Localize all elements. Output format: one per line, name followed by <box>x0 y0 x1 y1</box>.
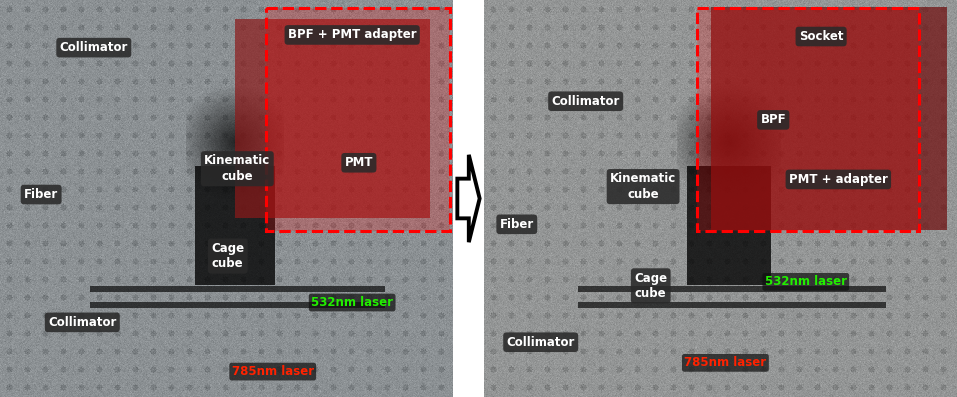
Text: BPF: BPF <box>761 114 786 126</box>
Text: Kinematic
cube: Kinematic cube <box>204 154 271 183</box>
Text: Collimator: Collimator <box>48 316 117 329</box>
Text: 785nm laser: 785nm laser <box>232 365 314 378</box>
Bar <box>266 8 450 231</box>
Text: Collimator: Collimator <box>59 41 128 54</box>
Text: Kinematic
cube: Kinematic cube <box>610 172 677 201</box>
Text: Socket: Socket <box>799 30 843 43</box>
Bar <box>697 8 919 231</box>
Text: Cage
cube: Cage cube <box>211 242 244 270</box>
Text: PMT: PMT <box>345 156 373 169</box>
Text: Fiber: Fiber <box>24 188 58 201</box>
Bar <box>453 0 484 397</box>
Text: 785nm laser: 785nm laser <box>684 357 767 369</box>
Text: BPF + PMT adapter: BPF + PMT adapter <box>288 29 416 41</box>
Text: Cage
cube: Cage cube <box>634 272 667 300</box>
Text: PMT + adapter: PMT + adapter <box>789 173 888 186</box>
Text: Collimator: Collimator <box>506 336 575 349</box>
Bar <box>697 8 919 231</box>
Bar <box>266 8 450 231</box>
Text: Fiber: Fiber <box>500 218 534 231</box>
Text: 532nm laser: 532nm laser <box>311 296 393 309</box>
FancyArrow shape <box>457 155 479 242</box>
Text: 532nm laser: 532nm laser <box>765 276 847 288</box>
Text: Collimator: Collimator <box>551 95 620 108</box>
